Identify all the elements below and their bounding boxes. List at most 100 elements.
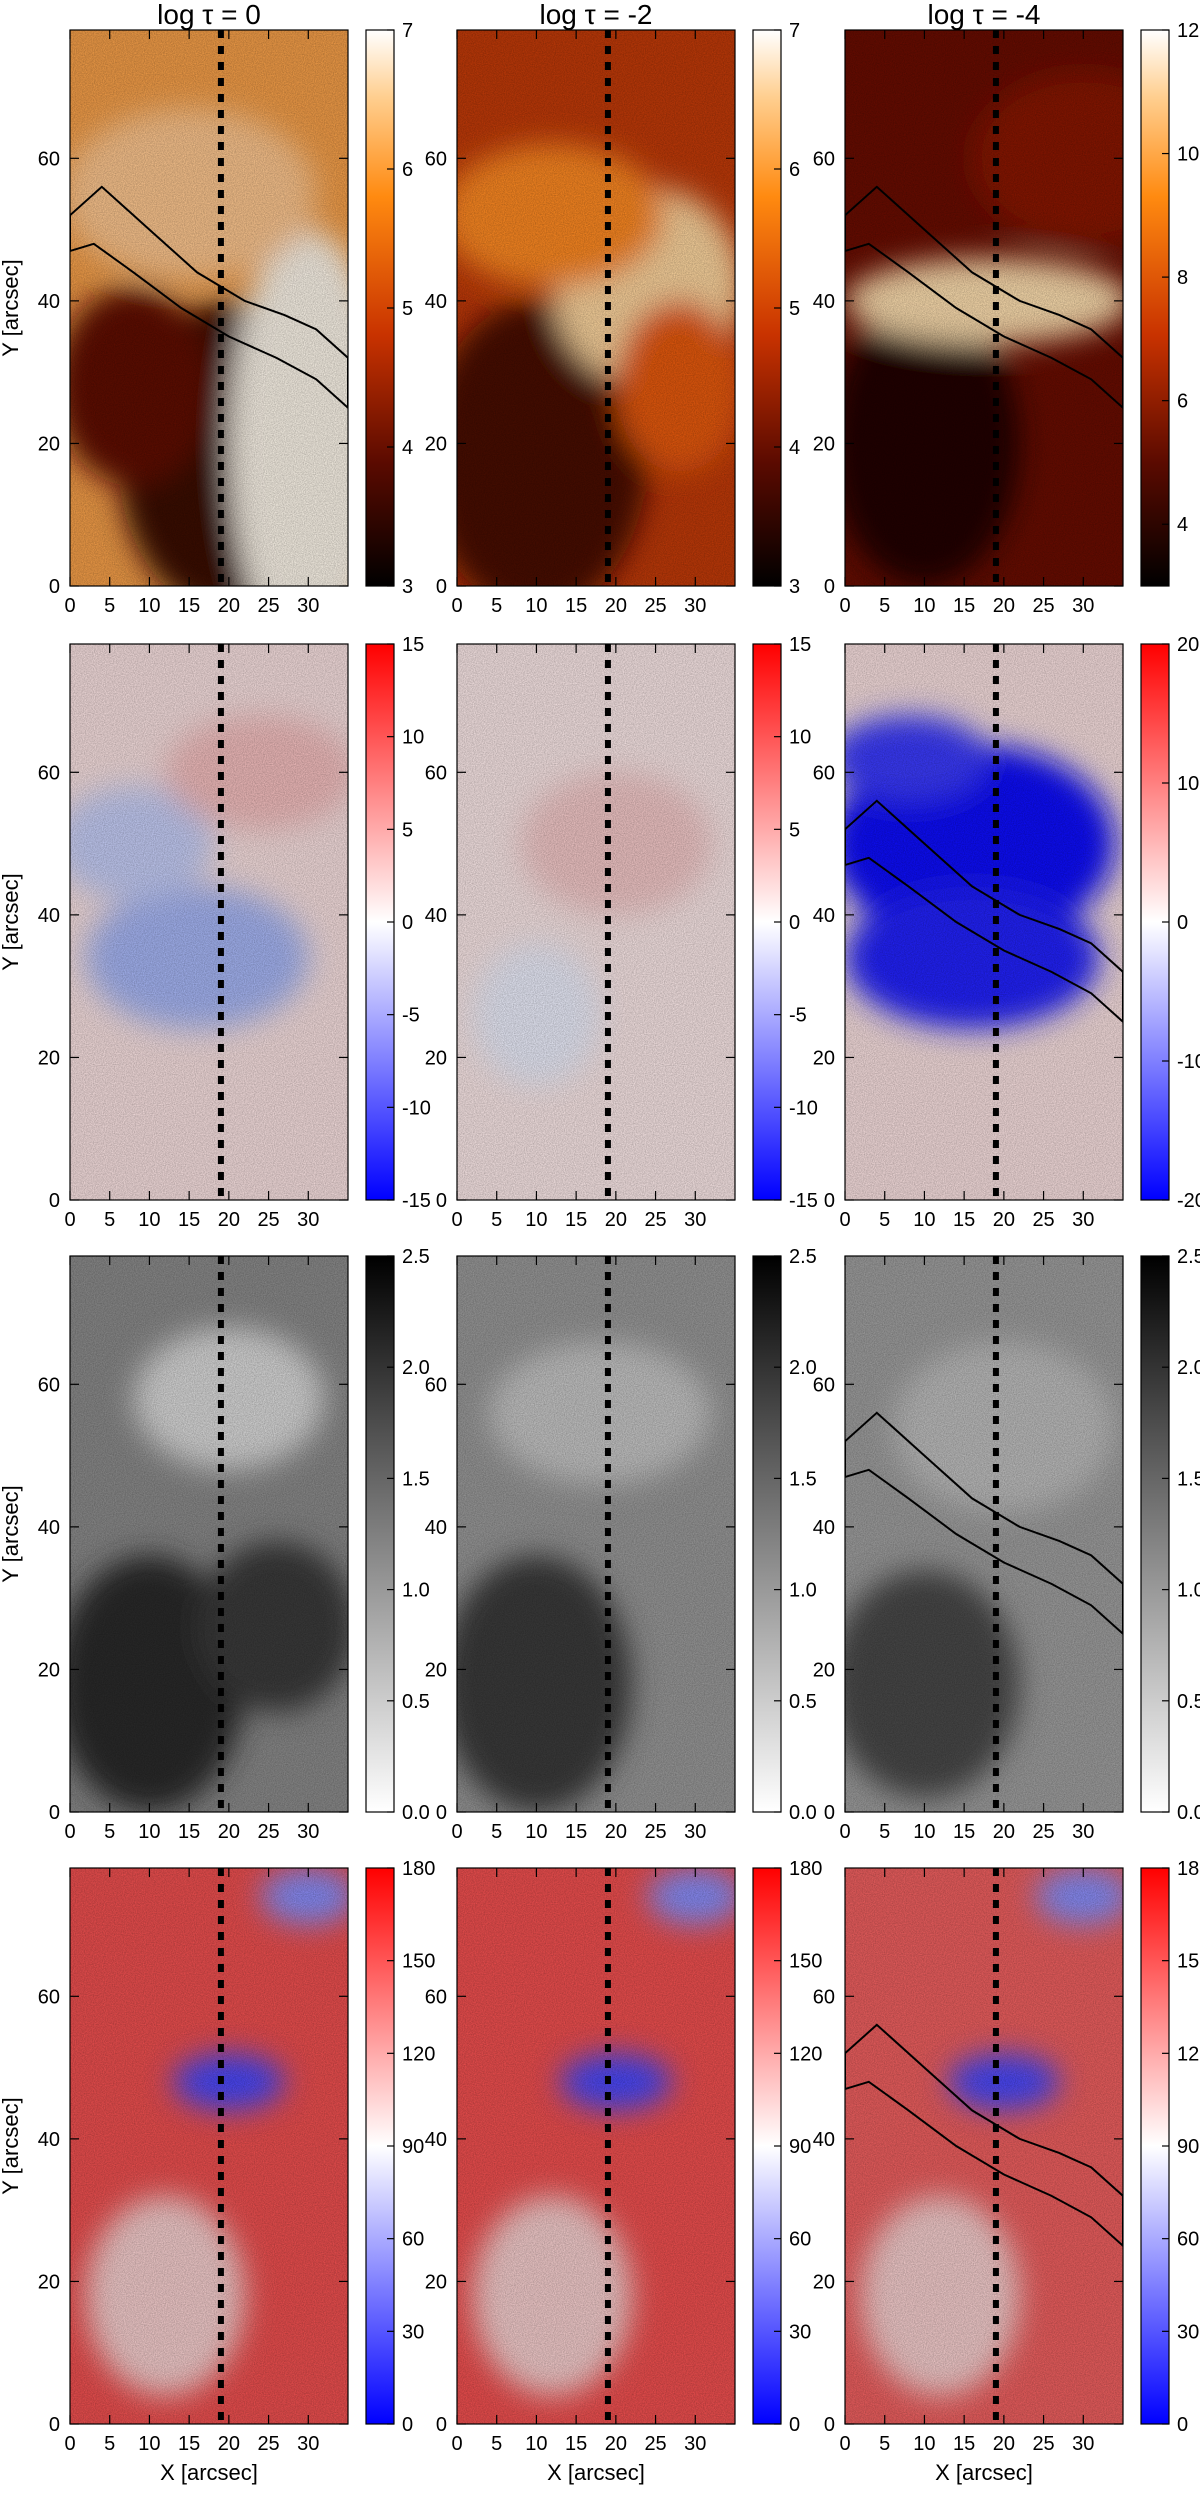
- y-tick-label: 60: [813, 1986, 835, 2008]
- map-texture: [845, 1256, 1123, 1812]
- x-tick-label: 25: [257, 2433, 279, 2455]
- contour-line: [845, 1411, 1123, 1636]
- y-axis-label: Y [arcsec]: [0, 259, 23, 356]
- colorbar-tick-label: 5: [789, 298, 800, 320]
- y-tick-label: 0: [436, 2414, 447, 2436]
- map-texture: [457, 1256, 735, 1812]
- x-tick-label: 10: [138, 1821, 160, 1843]
- map-frame: [456, 1255, 736, 1813]
- y-tick-label: 40: [38, 905, 60, 927]
- colorbar-tick-label: 2.0: [1177, 1357, 1200, 1379]
- y-tick-label: 60: [38, 1986, 60, 2008]
- x-tick-label: 15: [953, 2433, 975, 2455]
- x-tick-label: 20: [993, 1209, 1015, 1231]
- map-frame: [456, 1867, 736, 2425]
- map-0-0: [70, 30, 348, 586]
- x-tick-label: 20: [218, 1821, 240, 1843]
- x-tick-label: 5: [104, 595, 115, 617]
- x-tick-label: 10: [913, 1209, 935, 1231]
- colorbar-tick-label: 0.0: [789, 1802, 817, 1824]
- y-tick-label: 60: [813, 1374, 835, 1396]
- map-texture: [845, 644, 1123, 1200]
- contour-line: [845, 185, 1123, 410]
- x-tick-label: 10: [525, 1821, 547, 1843]
- colorbar-tick-label: 1.0: [402, 1580, 430, 1602]
- colorbar-tick-label: 150: [789, 1951, 822, 1973]
- x-tick-label: 30: [297, 2433, 319, 2455]
- y-tick-label: 20: [425, 1659, 447, 1681]
- map-frame: [69, 1255, 349, 1813]
- map-texture: [70, 1868, 348, 2424]
- colorbar-tick-label: 60: [789, 2229, 811, 2251]
- colorbar-tick-label: -15: [789, 1190, 818, 1212]
- map-frame: [844, 29, 1124, 587]
- colorbar-tick-label: 8: [1177, 267, 1188, 289]
- x-tick-label: 25: [1032, 595, 1054, 617]
- x-tick-label: 30: [297, 1209, 319, 1231]
- colorbar-tick-label: 1.5: [402, 1468, 430, 1490]
- colorbar-tick-label: 2.0: [402, 1357, 430, 1379]
- x-tick-label: 0: [451, 2433, 462, 2455]
- x-tick-label: 30: [1072, 595, 1094, 617]
- y-tick-label: 0: [49, 1802, 60, 1824]
- x-tick-label: 5: [491, 1821, 502, 1843]
- colorbar-tick-label: 15: [789, 634, 811, 656]
- map-1-1: [457, 644, 735, 1200]
- y-tick-label: 40: [425, 1517, 447, 1539]
- colorbar-tick-label: 0.0: [402, 1802, 430, 1824]
- y-tick-label: 20: [425, 433, 447, 455]
- colorbar-tick-label: 90: [789, 2136, 811, 2158]
- y-axis-label: Y [arcsec]: [0, 1485, 23, 1582]
- x-tick-label: 10: [913, 2433, 935, 2455]
- x-tick-label: 15: [565, 595, 587, 617]
- x-tick-label: 15: [953, 1209, 975, 1231]
- column-title: log τ = -2: [539, 0, 652, 30]
- x-tick-label: 25: [644, 1209, 666, 1231]
- x-tick-label: 10: [525, 1209, 547, 1231]
- x-tick-label: 15: [953, 1821, 975, 1843]
- x-tick-label: 15: [178, 595, 200, 617]
- colorbar-tick-label: 60: [402, 2229, 424, 2251]
- map-frame: [456, 29, 736, 587]
- x-tick-label: 20: [993, 2433, 1015, 2455]
- colorbar-tick-label: 5: [789, 819, 800, 841]
- colorbar-tick-label: 0: [1177, 2414, 1188, 2436]
- y-tick-label: 60: [425, 762, 447, 784]
- x-tick-label: 0: [64, 2433, 75, 2455]
- colorbar: [365, 1255, 395, 1813]
- colorbar-tick-label: 6: [789, 159, 800, 181]
- y-tick-label: 20: [38, 1659, 60, 1681]
- x-tick-label: 5: [104, 1821, 115, 1843]
- x-tick-label: 0: [839, 1209, 850, 1231]
- map-texture: [70, 1256, 348, 1812]
- x-axis-label: X [arcsec]: [547, 2460, 645, 2485]
- colorbar-tick-label: 1.5: [1177, 1468, 1200, 1490]
- map-frame: [844, 1867, 1124, 2425]
- colorbar-tick-label: 3: [789, 576, 800, 598]
- colorbar-tick-label: 30: [1177, 2321, 1199, 2343]
- colorbar-tick-label: 6: [1177, 391, 1188, 413]
- x-tick-label: 10: [525, 2433, 547, 2455]
- colorbar-tick-label: 10: [1177, 773, 1199, 795]
- y-tick-label: 0: [824, 1802, 835, 1824]
- map-texture: [457, 1868, 735, 2424]
- x-tick-label: 0: [451, 595, 462, 617]
- x-tick-label: 20: [218, 2433, 240, 2455]
- y-axis-label: Y [arcsec]: [0, 2097, 23, 2194]
- x-tick-label: 0: [451, 1821, 462, 1843]
- x-tick-label: 30: [684, 2433, 706, 2455]
- colorbar-tick-label: 180: [789, 1858, 822, 1880]
- y-tick-label: 20: [38, 1047, 60, 1069]
- x-tick-label: 15: [178, 2433, 200, 2455]
- y-tick-label: 20: [38, 2271, 60, 2293]
- y-tick-label: 0: [824, 1190, 835, 1212]
- colorbar-tick-label: 6: [402, 159, 413, 181]
- colorbar-tick-label: 1.0: [1177, 1580, 1200, 1602]
- colorbar-tick-label: 30: [402, 2321, 424, 2343]
- y-tick-label: 60: [38, 148, 60, 170]
- colorbar-tick-label: -20: [1177, 1190, 1200, 1212]
- map-frame: [844, 1255, 1124, 1813]
- y-tick-label: 20: [425, 2271, 447, 2293]
- colorbar-tick-label: 180: [402, 1858, 435, 1880]
- y-tick-label: 60: [813, 762, 835, 784]
